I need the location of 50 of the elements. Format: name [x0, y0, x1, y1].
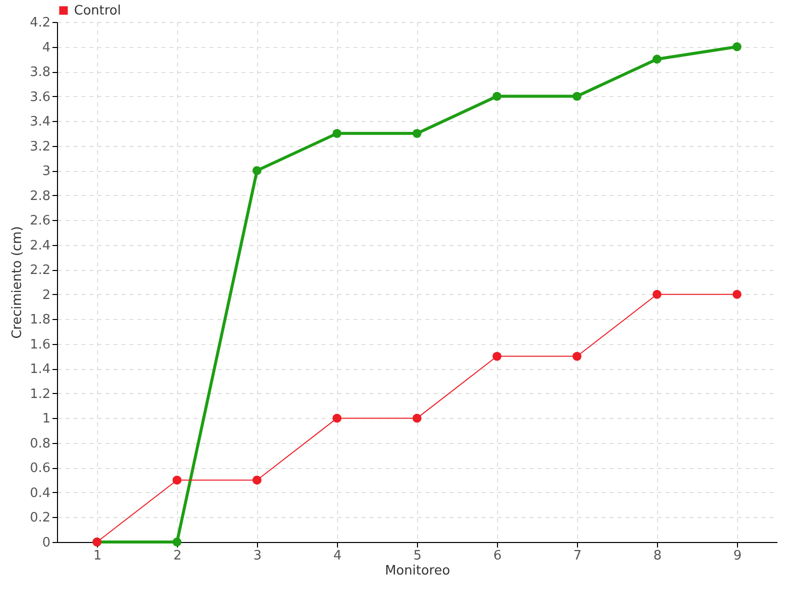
x-tick-label: 4: [333, 548, 342, 564]
point: [172, 476, 182, 485]
x-tick-label: 2: [173, 548, 182, 564]
y-tick-label: 0.6: [30, 461, 50, 476]
legend-label: Control: [74, 4, 121, 18]
y-tick-label: 1.8: [30, 312, 50, 328]
y-tick-label: 1.6: [30, 337, 50, 352]
y-tick-label: 3.8: [30, 65, 50, 80]
x-axis-title: Monitoreo: [384, 564, 450, 578]
y-tick-label: 2: [42, 288, 50, 303]
point: [492, 352, 502, 361]
point: [572, 352, 582, 361]
y-tick-label: 0.8: [30, 436, 50, 452]
y-tick-label: 3.6: [30, 90, 50, 105]
y-tick-label: 3.2: [30, 139, 50, 154]
x-tick-label: 3: [253, 548, 262, 564]
y-tick-label: 1: [42, 412, 50, 427]
x-tick-label: 1: [93, 548, 102, 564]
point: [652, 54, 662, 64]
y-tick-label: 0.2: [30, 510, 50, 526]
point: [572, 92, 582, 101]
y-tick-label: 2.6: [30, 214, 50, 229]
point: [732, 42, 742, 52]
point: [332, 414, 342, 423]
x-tick-label: 7: [573, 548, 582, 564]
y-tick-label: 0: [42, 536, 50, 550]
point: [412, 414, 422, 423]
point: [652, 290, 662, 299]
point: [412, 128, 422, 138]
y-tick-label: 2.4: [30, 238, 50, 254]
y-tick-label: 4.2: [30, 16, 50, 30]
point: [252, 166, 262, 176]
point: [492, 92, 502, 101]
point: [252, 476, 262, 485]
y-axis-title: Crecimiento (cm): [10, 226, 25, 339]
x-tick-label: 9: [733, 548, 742, 564]
y-tick-label: 3.4: [30, 114, 50, 130]
y-tick-label: 1.2: [30, 386, 50, 402]
point: [732, 290, 742, 299]
y-tick-label: 2.2: [30, 263, 50, 278]
y-tick-label: 1.4: [30, 362, 50, 378]
x-tick-label: 6: [493, 548, 502, 564]
y-tick-label: 4: [42, 40, 50, 56]
y-tick-label: 2.8: [30, 188, 50, 204]
x-tick-label: 5: [413, 548, 422, 564]
point: [332, 128, 342, 138]
x-tick-label: 8: [653, 548, 662, 564]
y-tick-label: 3: [42, 164, 50, 180]
point: [172, 538, 182, 546]
y-tick-label: 0.4: [30, 486, 50, 501]
